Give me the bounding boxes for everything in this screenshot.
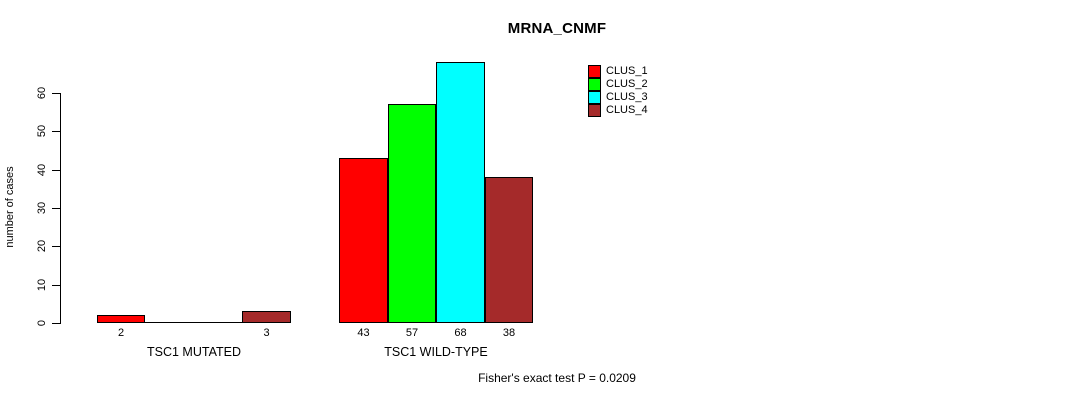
y-axis-tick-label: 20 (36, 239, 48, 253)
bar-value-label: 43 (357, 327, 370, 339)
legend: CLUS_1 CLUS_2 CLUS_3 CLUS_4 (588, 65, 648, 117)
legend-swatch (588, 78, 601, 91)
y-axis-tick-label: 10 (36, 278, 48, 292)
bar (436, 62, 485, 323)
bar-value-label: 68 (454, 327, 467, 339)
stat-annotation: Fisher's exact test P = 0.0209 (478, 371, 636, 385)
y-axis-label: number of cases (4, 166, 16, 248)
bar (339, 158, 388, 323)
y-axis-tick-label: 50 (36, 124, 48, 138)
y-axis-spine (60, 93, 61, 324)
legend-item-label: CLUS_4 (606, 104, 648, 116)
bar (388, 104, 436, 323)
legend-item-label: CLUS_2 (606, 78, 648, 90)
y-axis-tick (52, 208, 60, 209)
y-axis-tick-label: 0 (36, 319, 48, 327)
bar-value-label: 2 (117, 327, 125, 339)
legend-item: CLUS_2 (588, 78, 648, 91)
group-label: TSC1 MUTATED (147, 345, 241, 359)
y-axis-tick (52, 170, 60, 171)
legend-item-label: CLUS_1 (606, 65, 648, 77)
y-axis-tick-label: 60 (36, 86, 48, 100)
bar (242, 311, 291, 323)
y-axis-tick (52, 93, 60, 94)
legend-swatch (588, 104, 601, 117)
bar (97, 315, 145, 323)
y-axis-tick-label: 30 (36, 201, 48, 215)
bar-value-label: 57 (405, 327, 419, 339)
y-axis-tick (52, 285, 60, 286)
legend-swatch (588, 91, 601, 104)
legend-item: CLUS_4 (588, 104, 648, 117)
chart-title: MRNA_CNMF (507, 20, 607, 37)
legend-item-label: CLUS_3 (606, 91, 648, 103)
legend-swatch (588, 65, 601, 78)
group-label: TSC1 WILD-TYPE (384, 345, 488, 359)
y-axis-tick (52, 131, 60, 132)
legend-item: CLUS_3 (588, 91, 648, 104)
y-axis-tick-label: 40 (36, 163, 48, 177)
bar-value-label: 3 (263, 327, 270, 339)
group-baseline (97, 322, 291, 323)
legend-item: CLUS_1 (588, 65, 648, 78)
y-axis-tick (52, 246, 60, 247)
y-axis-tick (52, 323, 60, 324)
bar-value-label: 38 (502, 327, 516, 339)
bar (485, 177, 533, 323)
